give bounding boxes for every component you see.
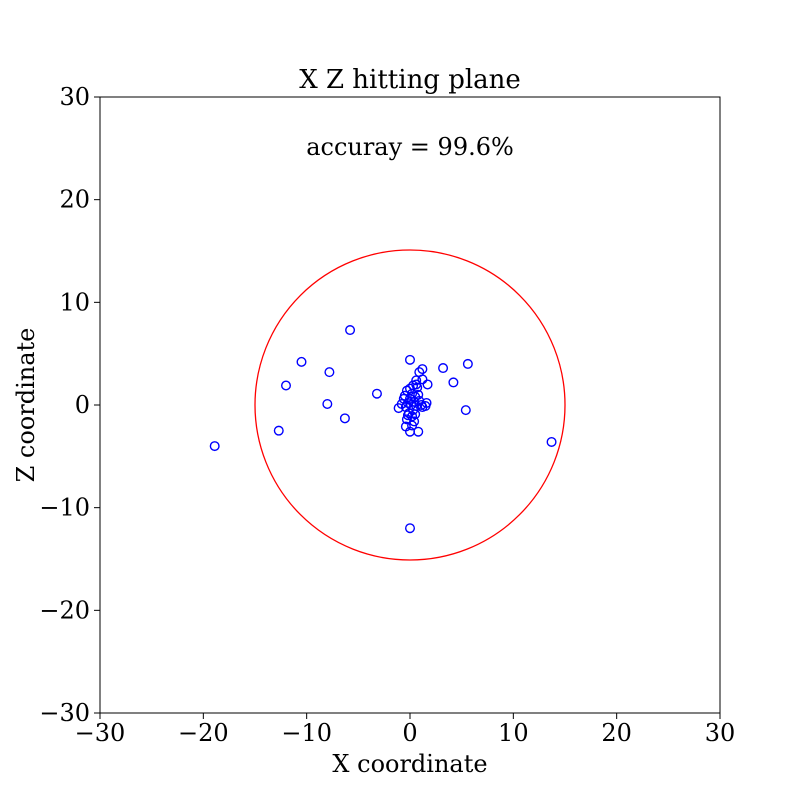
data-point	[448, 377, 459, 388]
data-point	[410, 409, 421, 420]
data-point	[296, 356, 307, 367]
data-point	[402, 410, 413, 421]
data-point	[209, 441, 220, 452]
data-point	[438, 363, 449, 374]
data-point	[399, 390, 410, 401]
data-point	[546, 436, 557, 447]
data-point	[281, 380, 292, 391]
data-point	[371, 388, 382, 399]
y-tick-label: 30	[59, 83, 90, 111]
x-axis-label: X coordinate	[332, 750, 487, 778]
x-tick-label: 10	[498, 719, 529, 747]
data-point	[411, 379, 422, 390]
y-tick-label: −30	[39, 699, 90, 727]
data-point	[405, 523, 416, 534]
x-tick-label: −20	[178, 719, 229, 747]
data-point	[405, 354, 416, 365]
data-point	[417, 374, 428, 385]
y-tick-label: −20	[39, 596, 90, 624]
x-tick-label: 0	[402, 719, 417, 747]
chart-title: X Z hitting plane	[299, 65, 521, 95]
data-point	[273, 425, 284, 436]
data-point	[411, 375, 422, 386]
x-tick-label: 30	[705, 719, 736, 747]
accuracy-annotation: accuray = 99.6%	[306, 133, 514, 161]
data-point	[413, 389, 424, 400]
data-point	[324, 367, 335, 378]
x-tick-label: −30	[75, 719, 126, 747]
data-point	[401, 414, 412, 425]
x-tick-label: −10	[281, 719, 332, 747]
x-tick-label: 20	[601, 719, 632, 747]
data-point	[416, 400, 427, 411]
data-point	[407, 420, 418, 431]
data-point	[422, 379, 433, 390]
y-tick-label: 0	[75, 391, 90, 419]
y-tick-label: 20	[59, 186, 90, 214]
data-point	[417, 364, 428, 375]
plot-area: −30 −20 −10 0 10 20 30 −30 −20 −10 0 10 20 30	[39, 83, 735, 747]
y-axis-label: Z coordinate	[12, 328, 40, 483]
y-tick-label: 10	[59, 288, 90, 316]
data-point	[462, 358, 473, 369]
data-point	[345, 325, 356, 336]
target-circle	[254, 249, 566, 561]
data-point	[460, 405, 471, 416]
data-point	[339, 413, 350, 424]
data-point	[413, 426, 424, 437]
y-tick-label: −10	[39, 494, 90, 522]
data-point	[322, 398, 333, 409]
